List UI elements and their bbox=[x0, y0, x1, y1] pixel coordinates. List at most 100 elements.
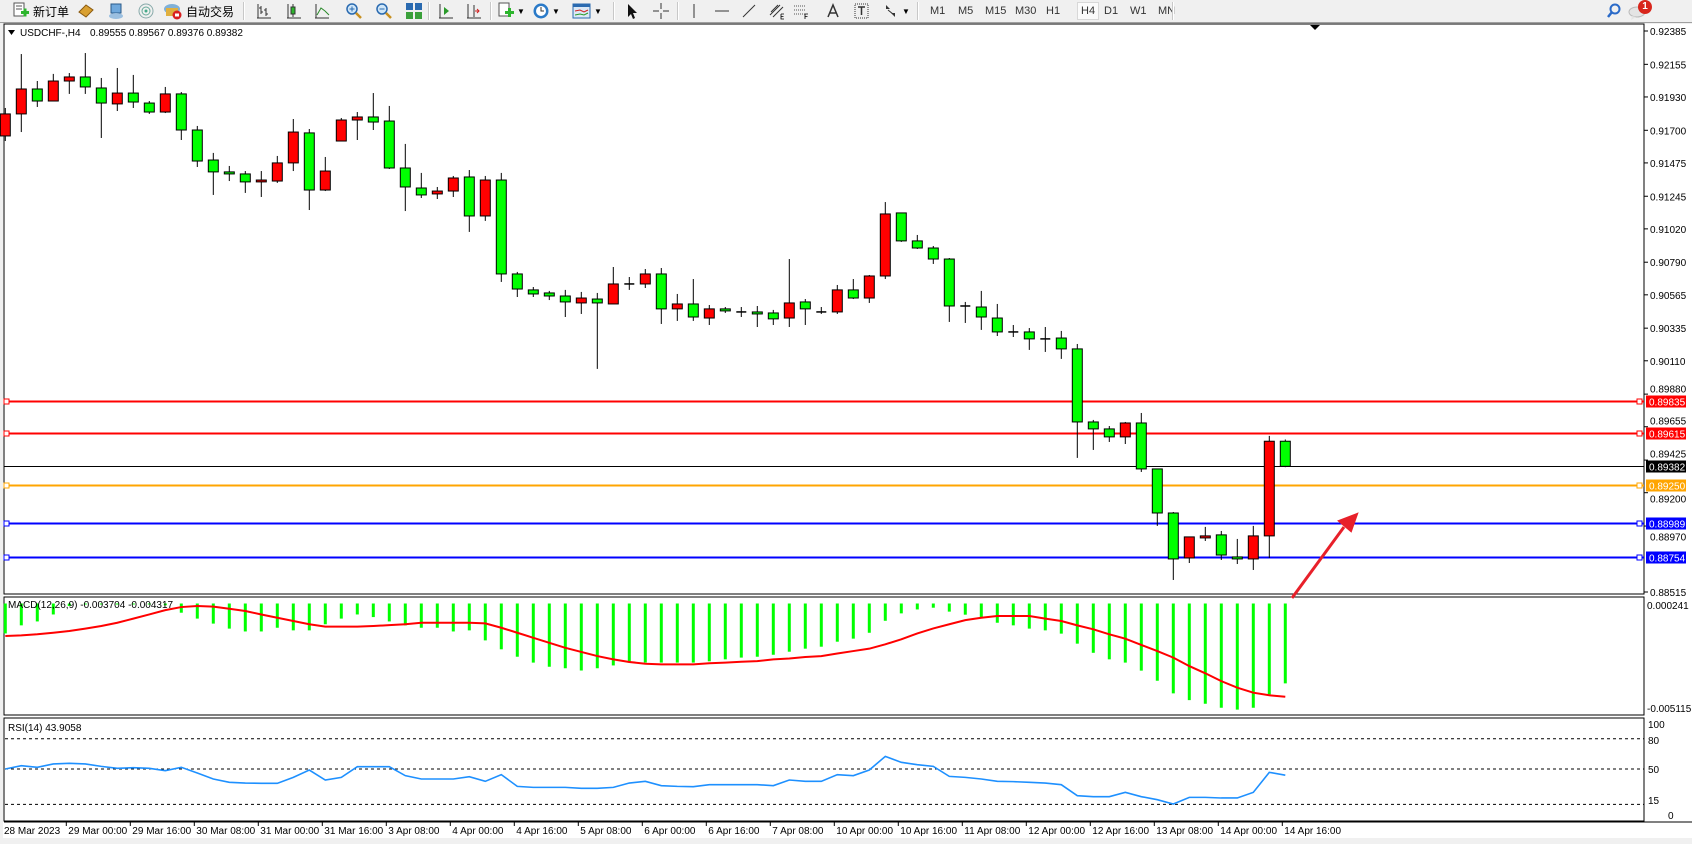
time-axis[interactable]: 28 Mar 2023 29 Mar 00:00 29 Mar 16:00 30 Ma… bbox=[4, 822, 1341, 837]
macd-indicator bbox=[3, 603, 1287, 710]
periods-icon bbox=[533, 3, 549, 19]
zoom-in-button[interactable] bbox=[345, 2, 363, 20]
auto-trading-button[interactable]: 自动交易 bbox=[163, 2, 234, 20]
horizontal-level-price-label: 0.88754 bbox=[1649, 554, 1686, 565]
timeframe-m15[interactable]: M15 bbox=[985, 5, 1007, 17]
candle bbox=[1087, 419, 1099, 450]
horizontal-level-handle[interactable] bbox=[3, 520, 10, 527]
rsi-axis-50: 50 bbox=[1648, 765, 1660, 776]
candle bbox=[943, 258, 955, 322]
timeframe-m1[interactable]: M1 bbox=[930, 5, 946, 17]
horizontal-level-handle[interactable] bbox=[3, 398, 10, 405]
candlestick-icon bbox=[287, 4, 301, 19]
candle bbox=[1199, 526, 1211, 541]
price-axis-label: 0.92385 bbox=[1650, 27, 1687, 38]
timeframe-w1[interactable]: W1 bbox=[1130, 5, 1147, 17]
candle-body-bear bbox=[1215, 534, 1227, 556]
candle-body-bear bbox=[559, 295, 571, 303]
zoom-out-button[interactable] bbox=[375, 2, 393, 20]
candle bbox=[1103, 426, 1115, 442]
tile-windows-button[interactable] bbox=[405, 2, 423, 20]
vertical-line-button[interactable] bbox=[685, 2, 703, 20]
search-icon bbox=[1607, 3, 1621, 18]
indicators-icon bbox=[498, 2, 514, 17]
candle-body-bull bbox=[671, 303, 683, 310]
new-order-button[interactable]: 新订单 bbox=[12, 2, 69, 20]
strategy-button[interactable] bbox=[77, 2, 95, 20]
horizontal-level-handle[interactable] bbox=[3, 554, 10, 561]
timeframe-m30[interactable]: M30 bbox=[1015, 5, 1037, 17]
candle bbox=[495, 172, 507, 282]
horizontal-level-handle[interactable] bbox=[1636, 554, 1643, 561]
timeframe-h1[interactable]: H1 bbox=[1046, 5, 1061, 17]
price-axis-label: 0.89425 bbox=[1650, 450, 1687, 461]
time-axis-label: 13 Apr 08:00 bbox=[1156, 826, 1213, 837]
cursor-button[interactable] bbox=[623, 2, 641, 20]
line-chart-button[interactable] bbox=[313, 2, 331, 20]
candle bbox=[79, 53, 91, 94]
candlestick-button[interactable] bbox=[285, 2, 303, 20]
candle-body-bull bbox=[879, 213, 891, 277]
price-axis[interactable]: 0.92385 0.92155 0.91930 0.91700 0.91475 0.912… bbox=[1644, 27, 1687, 599]
candle bbox=[271, 155, 283, 183]
rsi-indicator bbox=[5, 755, 1286, 805]
price-pane[interactable] bbox=[3, 23, 1645, 595]
search-button[interactable] bbox=[1605, 2, 1623, 20]
candle-body-bull bbox=[0, 113, 11, 137]
horizontal-level-handle[interactable] bbox=[1636, 482, 1643, 489]
line-chart-icon bbox=[315, 4, 330, 19]
candle-body-bear bbox=[463, 176, 475, 217]
text-button[interactable] bbox=[824, 2, 842, 20]
candle bbox=[543, 290, 555, 301]
candle-body-bear bbox=[1055, 337, 1067, 350]
horizontal-level-handle[interactable] bbox=[3, 430, 10, 437]
templates-button[interactable]: ▼ bbox=[572, 2, 602, 20]
horizontal-level-handle[interactable] bbox=[1636, 430, 1643, 437]
rsi-axis-80: 80 bbox=[1648, 736, 1660, 747]
time-axis-label: 31 Mar 00:00 bbox=[260, 826, 319, 837]
tile-windows-icon bbox=[406, 3, 422, 19]
text-label-button[interactable] bbox=[853, 2, 871, 20]
autoscroll-button[interactable] bbox=[437, 2, 455, 20]
chart-shift-button[interactable] bbox=[465, 2, 483, 20]
notification-badge[interactable]: 1 bbox=[1638, 0, 1652, 14]
horizontal-level-handle[interactable] bbox=[3, 482, 10, 489]
candle-body-bull bbox=[479, 179, 491, 217]
chart-canvas[interactable] bbox=[3, 24, 1692, 838]
candle-body-bull bbox=[271, 162, 283, 182]
fibonacci-button[interactable] bbox=[792, 2, 810, 20]
candle-body-bull bbox=[607, 283, 619, 305]
candle-body-bear bbox=[1023, 331, 1035, 340]
signals-button[interactable] bbox=[137, 2, 155, 20]
navigator-button[interactable] bbox=[107, 2, 125, 20]
timeframe-h4[interactable]: H4 bbox=[1077, 2, 1100, 20]
price-axis-label: 0.90565 bbox=[1650, 291, 1687, 302]
time-axis-label: 5 Apr 08:00 bbox=[580, 826, 632, 837]
timeframe-m5[interactable]: M5 bbox=[958, 5, 974, 17]
candle-body-bear bbox=[207, 159, 219, 173]
trendline-button[interactable] bbox=[740, 2, 758, 20]
horizontal-level-price-label: 0.89615 bbox=[1649, 430, 1686, 441]
timeframe-d1[interactable]: D1 bbox=[1104, 5, 1119, 17]
candle bbox=[1263, 435, 1275, 558]
bar-chart-button[interactable] bbox=[255, 2, 273, 20]
candle-body-bear bbox=[543, 292, 555, 297]
candle bbox=[991, 303, 1003, 336]
dropdown-arrow-icon: ▼ bbox=[902, 6, 910, 16]
chart-menu-triangle-icon[interactable] bbox=[8, 30, 15, 35]
arrows-button[interactable]: ▼ bbox=[882, 2, 910, 20]
horizontal-level-handle[interactable] bbox=[1636, 398, 1643, 405]
chart-shift-marker-icon[interactable] bbox=[1310, 25, 1320, 30]
candle-body-bear bbox=[95, 87, 107, 104]
timeframe-mn[interactable]: MN bbox=[1158, 5, 1176, 17]
equidistant-channel-button[interactable] bbox=[768, 2, 786, 20]
vertical-line-icon bbox=[693, 4, 695, 18]
crosshair-button[interactable] bbox=[652, 2, 670, 20]
periods-button[interactable]: ▼ bbox=[532, 2, 560, 20]
new-order-icon bbox=[13, 2, 29, 17]
indicators-button[interactable]: ▼ bbox=[497, 2, 525, 20]
annotation-arrow[interactable] bbox=[1290, 512, 1359, 599]
horizontal-level-handle[interactable] bbox=[1636, 520, 1643, 527]
horizontal-line-button[interactable] bbox=[713, 2, 731, 20]
